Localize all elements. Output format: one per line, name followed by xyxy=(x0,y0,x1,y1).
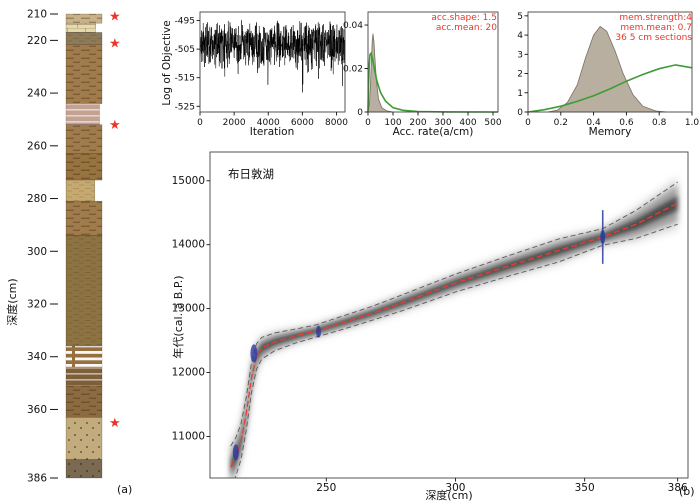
svg-text:15000: 15000 xyxy=(172,175,205,187)
posterior-area xyxy=(547,25,668,113)
svg-text:400: 400 xyxy=(459,118,476,128)
svg-text:386: 386 xyxy=(668,482,688,494)
age-depth-plot xyxy=(230,176,678,478)
date-marker xyxy=(232,444,239,461)
svg-text:12000: 12000 xyxy=(172,367,205,379)
svg-text:500: 500 xyxy=(484,118,501,128)
date-marker xyxy=(250,344,258,363)
acc-mean-annotation: acc.mean: 20 xyxy=(435,23,497,33)
panel-b-label: (b) xyxy=(679,485,695,498)
ci-upper-line xyxy=(230,181,678,447)
acc-shape-annotation: acc.shape: 1.5 xyxy=(431,13,497,23)
posterior-area xyxy=(367,33,394,113)
svg-text:2: 2 xyxy=(517,70,523,80)
svg-text:6000: 6000 xyxy=(291,118,314,128)
trace-y-axis-label: Log of Objective xyxy=(161,20,173,106)
svg-text:0: 0 xyxy=(197,118,203,128)
ci-lower-line xyxy=(234,223,678,478)
panel-a-label: (a) xyxy=(117,483,133,496)
svg-text:260: 260 xyxy=(27,140,47,152)
sample-star-icon: ★ xyxy=(109,37,121,52)
svg-text:300: 300 xyxy=(27,246,47,258)
svg-text:-515: -515 xyxy=(175,74,195,84)
lake-name-title: 布日敦湖 xyxy=(228,167,274,181)
date-marker xyxy=(600,230,606,245)
svg-text:280: 280 xyxy=(27,193,47,205)
prior-curve xyxy=(527,64,693,113)
mem-strength-annotation: mem.strength:4 xyxy=(619,13,692,23)
litho-depth-axis-label: 深度(cm) xyxy=(6,278,19,326)
svg-text:0: 0 xyxy=(525,118,531,128)
svg-text:220: 220 xyxy=(27,35,47,47)
svg-text:386: 386 xyxy=(27,473,47,485)
prior-curve xyxy=(367,51,499,113)
svg-text:1.0: 1.0 xyxy=(685,118,700,128)
svg-text:5: 5 xyxy=(517,12,523,22)
svg-text:0.8: 0.8 xyxy=(652,118,667,128)
svg-text:360: 360 xyxy=(27,404,47,416)
svg-text:11000: 11000 xyxy=(172,430,205,442)
svg-text:0.02: 0.02 xyxy=(343,65,363,75)
main-depth-x-axis-label: 深度(cm) xyxy=(425,489,473,501)
svg-text:0.4: 0.4 xyxy=(586,118,601,128)
litho-column-group: 210 220 240 260 280 300 320 340 360 386 ★ ★ ★ ★ xyxy=(27,9,121,485)
svg-text:240: 240 xyxy=(27,88,47,100)
date-marker xyxy=(316,325,322,338)
svg-text:300: 300 xyxy=(445,482,465,494)
svg-text:340: 340 xyxy=(27,351,47,363)
svg-text:350: 350 xyxy=(575,482,595,494)
acc-rate-x-axis-label: Acc. rate(a/cm) xyxy=(392,126,474,138)
model-mean-line xyxy=(230,202,678,468)
svg-text:0: 0 xyxy=(357,108,363,118)
sample-star-icon: ★ xyxy=(109,416,121,431)
svg-text:-505: -505 xyxy=(175,45,195,55)
sample-star-icon: ★ xyxy=(109,118,121,133)
mcmc-trace-plot: 0 2000 4000 6000 8000 -495 -505 -515 -525 xyxy=(175,11,348,128)
svg-text:4: 4 xyxy=(517,31,523,41)
acc-rate-plot: 0 100 200 300 400 500 0 0.02 0.04 xyxy=(343,11,502,128)
mem-sections-annotation: 36 5 cm sections xyxy=(615,33,692,43)
svg-text:2000: 2000 xyxy=(223,118,246,128)
svg-text:0.2: 0.2 xyxy=(554,118,568,128)
svg-text:0.6: 0.6 xyxy=(619,118,634,128)
svg-text:0: 0 xyxy=(517,108,523,118)
trace-x-axis-label: Iteration xyxy=(249,126,295,138)
sample-star-icon: ★ xyxy=(109,10,121,25)
memory-x-axis-label: Memory xyxy=(588,126,632,138)
svg-text:13000: 13000 xyxy=(172,303,205,315)
svg-text:0: 0 xyxy=(365,118,371,128)
svg-text:200: 200 xyxy=(409,118,426,128)
svg-text:250: 250 xyxy=(316,482,336,494)
trace-line xyxy=(199,20,346,93)
svg-text:3: 3 xyxy=(517,50,523,60)
svg-text:0.04: 0.04 xyxy=(343,21,363,31)
svg-text:4000: 4000 xyxy=(257,118,280,128)
mem-mean-annotation: mem.mean: 0.7 xyxy=(620,23,692,33)
age-y-axis-label: 年代(cal. a B.P.) xyxy=(172,275,185,359)
svg-text:1: 1 xyxy=(517,89,523,99)
svg-text:210: 210 xyxy=(27,9,47,21)
svg-text:-495: -495 xyxy=(175,17,195,27)
svg-text:100: 100 xyxy=(384,118,401,128)
density-cloud-core xyxy=(230,195,678,475)
svg-text:320: 320 xyxy=(27,299,47,311)
svg-text:300: 300 xyxy=(434,118,451,128)
svg-text:8000: 8000 xyxy=(325,118,348,128)
memory-plot: 0 0.2 0.4 0.6 0.8 1.0 0 1 2 3 4 5 xyxy=(517,11,700,128)
svg-text:14000: 14000 xyxy=(172,239,205,251)
svg-text:-525: -525 xyxy=(175,102,195,112)
